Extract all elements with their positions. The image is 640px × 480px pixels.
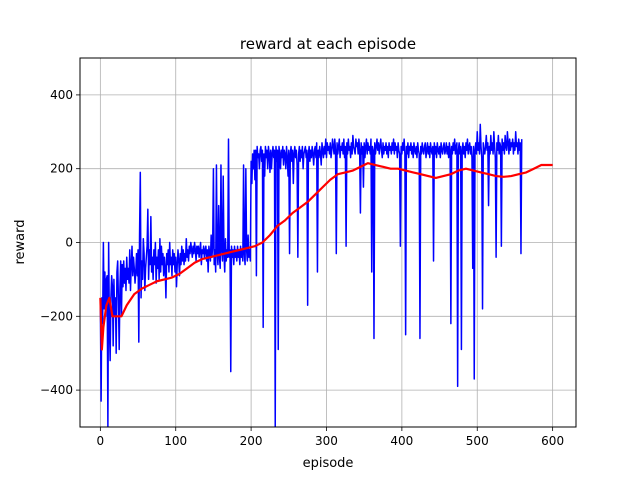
x-tick-label: 300 [315, 434, 338, 448]
y-axis-label: reward [13, 219, 28, 264]
chart-title: reward at each episode [240, 35, 416, 53]
x-tick-label: 600 [541, 434, 564, 448]
x-tick-label: 500 [466, 434, 489, 448]
y-tick-label: 200 [50, 162, 73, 176]
x-tick-label: 200 [240, 434, 263, 448]
axis-ticks: 0 100 200 300 400 500 600 −400 −200 0 200 400 [40, 88, 564, 448]
x-axis-label: episode [303, 456, 354, 471]
series-line-moving-average [99, 162, 553, 351]
grid-lines [80, 58, 576, 427]
x-tick-label: 100 [164, 434, 187, 448]
x-tick-label: 0 [97, 434, 105, 448]
y-tick-label: 0 [65, 236, 73, 250]
series-line-reward [99, 123, 523, 427]
y-tick-label: 400 [50, 88, 73, 102]
x-tick-label: 400 [390, 434, 413, 448]
series-layer [99, 123, 553, 427]
y-tick-label: −400 [40, 383, 73, 397]
y-tick-label: −200 [40, 309, 73, 323]
